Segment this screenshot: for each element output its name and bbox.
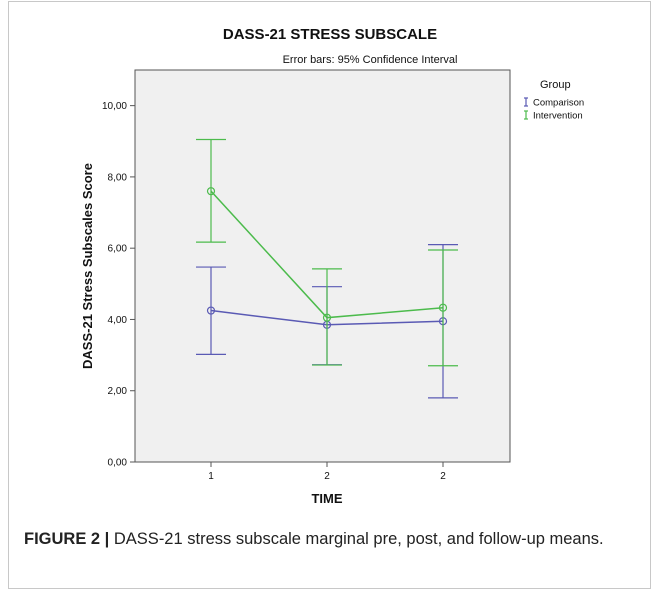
axes-layer: 0,00 2,00 4,00 6,00 8,00 10,00 1 2 2 (102, 101, 446, 482)
x-axis-label: TIME (311, 491, 342, 506)
legend-label: Intervention (533, 111, 583, 122)
legend-title: Group (540, 79, 571, 91)
caption-text: DASS-21 stress subscale marginal pre, po… (109, 530, 604, 548)
x-tick-label: 1 (208, 471, 214, 482)
figure-caption: FIGURE 2 | DASS-21 stress subscale margi… (24, 526, 636, 552)
data-point (438, 303, 448, 312)
series-layer (196, 138, 458, 399)
legend-label: Comparison (533, 98, 584, 109)
plot-area (134, 69, 511, 463)
chart-subtitle: Error bars: 95% Confidence Interval (283, 54, 458, 66)
y-axis-label: DASS-21 Stress Subscales Score (80, 163, 95, 369)
y-tick-label: 2,00 (108, 386, 128, 397)
legend-item-intervention: Intervention (524, 110, 583, 122)
y-tick-label: 6,00 (108, 244, 128, 255)
y-tick-label: 0,00 (108, 458, 128, 469)
legend: Group Comparison Intervention (524, 79, 584, 122)
x-tick-label: 2 (440, 471, 446, 482)
legend-item-comparison: Comparison (524, 97, 584, 109)
caption-label: FIGURE 2 | (24, 530, 110, 548)
y-tick-label: 10,00 (102, 101, 127, 112)
data-point (322, 313, 332, 322)
series-intervention (196, 138, 458, 367)
y-tick-label: 4,00 (108, 315, 128, 326)
data-point (206, 306, 216, 315)
chart: DASS-21 STRESS SUBSCALE Error bars: 95% … (80, 26, 584, 506)
y-tick-label: 8,00 (108, 172, 128, 183)
x-tick-label: 2 (324, 471, 330, 482)
data-point (206, 187, 216, 196)
chart-title: DASS-21 STRESS SUBSCALE (223, 26, 437, 43)
